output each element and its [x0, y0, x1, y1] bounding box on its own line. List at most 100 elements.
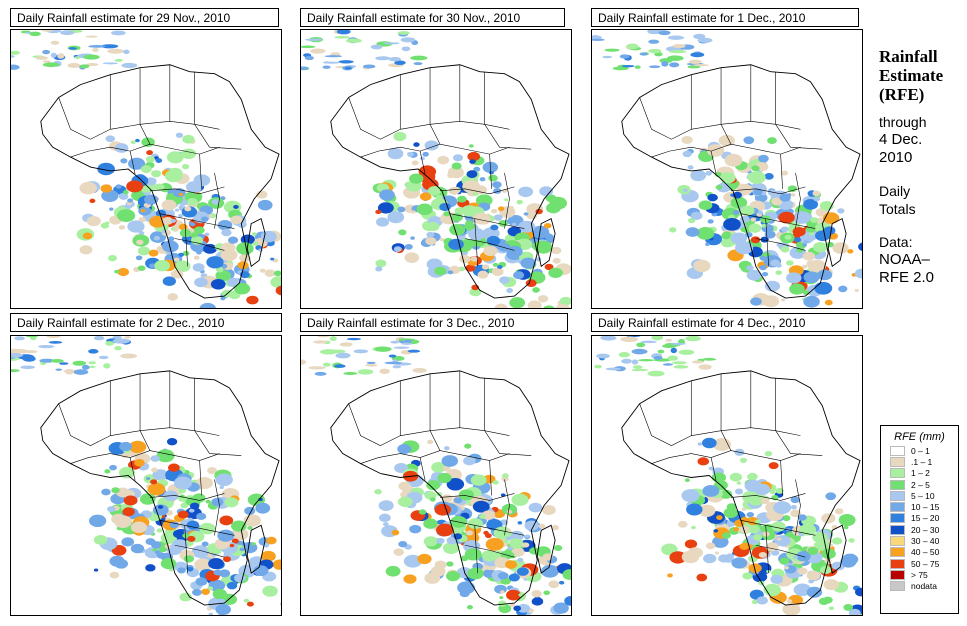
rain-blob [753, 534, 763, 541]
rain-blob [154, 550, 161, 555]
rain-blob [771, 549, 780, 556]
rain-blob [517, 557, 524, 563]
rain-blob [524, 534, 530, 538]
country-border [348, 403, 510, 446]
rain-blob [707, 193, 718, 202]
rain-blob [194, 277, 208, 288]
rainfall-map-4 [10, 335, 282, 616]
legend-title: RFE (mm) [894, 431, 945, 443]
rain-blob [509, 538, 524, 549]
rain-blob [463, 456, 476, 466]
country-border [58, 97, 220, 140]
rain-blob [207, 467, 218, 475]
rain-blob [425, 237, 437, 246]
rain-blob [273, 270, 281, 277]
rain-blob [42, 60, 51, 63]
rain-blob [42, 62, 60, 68]
rain-blob [701, 437, 717, 449]
rain-blob [596, 353, 610, 359]
rain-blob [446, 477, 465, 491]
legend-label: 0 – 1 [911, 445, 930, 456]
rain-blob [11, 55, 15, 58]
legend-row: 1 – 2 [890, 468, 958, 479]
rain-blob [375, 209, 382, 215]
rain-blob [74, 56, 81, 60]
rain-blob [385, 565, 401, 577]
rain-blob [828, 606, 835, 611]
rain-blob [392, 365, 402, 369]
rain-blob [474, 185, 488, 195]
rain-blob [156, 449, 175, 463]
rain-blob [497, 571, 509, 580]
rain-blob [481, 264, 490, 270]
legend-row: 20 – 30 [890, 524, 958, 535]
rain-blob [390, 340, 400, 344]
rain-blob [20, 365, 36, 370]
rain-blob [648, 48, 662, 54]
rain-blob [647, 370, 665, 377]
rain-blob [393, 346, 410, 349]
rain-blob [521, 542, 530, 548]
rain-blob [831, 537, 843, 545]
legend-swatch [890, 490, 905, 501]
rain-blob [665, 338, 672, 342]
legend-label: 2 – 5 [911, 479, 930, 490]
rain-blob [843, 603, 854, 611]
rain-blob [335, 352, 351, 359]
rain-blob [723, 218, 741, 231]
rain-blob [631, 348, 648, 355]
rain-blob [789, 283, 805, 295]
rain-blob [246, 295, 259, 305]
rain-blob [247, 526, 253, 530]
rain-blob [750, 217, 757, 222]
rain-blob [473, 212, 490, 225]
rain-blob [329, 336, 337, 342]
rain-blob [251, 232, 257, 236]
rain-blob [686, 503, 703, 516]
rain-blob [702, 484, 720, 497]
rain-blob [812, 531, 828, 543]
rain-blob [105, 221, 110, 225]
rain-blob [170, 227, 176, 231]
legend-row: .1 – 1 [890, 456, 958, 467]
rain-blob [417, 553, 432, 565]
rain-blob [775, 270, 782, 275]
rain-blob [467, 151, 481, 162]
country-border [419, 151, 426, 175]
rain-blob [818, 597, 830, 606]
rain-blob [130, 521, 147, 534]
africa-coastline [330, 370, 570, 606]
rain-blob [730, 232, 748, 245]
rain-blob [729, 472, 742, 482]
rain-blob [667, 355, 679, 361]
rain-blob [379, 189, 395, 201]
rain-blob [87, 365, 96, 368]
rain-blob [790, 509, 801, 518]
rain-blob [322, 362, 331, 367]
rain-blob [220, 248, 238, 262]
rain-blob [118, 192, 129, 200]
panel-title-2: Daily Rainfall estimate for 30 Nov., 201… [300, 8, 565, 27]
rain-blob [310, 48, 326, 54]
rain-blob [201, 588, 210, 595]
rain-blob [345, 38, 362, 43]
rain-blob [854, 268, 862, 279]
country-border [139, 67, 151, 145]
rain-blob [182, 134, 195, 144]
rain-blob [522, 234, 529, 239]
side-title-line-2: Estimate [879, 66, 944, 85]
rain-blob [466, 605, 473, 610]
rain-blob [148, 249, 159, 257]
country-border [730, 186, 806, 195]
side-data-line-1: Data: [879, 234, 913, 250]
rain-blob [500, 493, 506, 497]
rain-blob [485, 533, 492, 539]
rain-blob [146, 150, 153, 156]
rain-blob [497, 600, 507, 607]
rain-blob [681, 550, 700, 564]
rain-blob [107, 254, 117, 262]
rain-blob [551, 524, 559, 531]
africa-coastline [330, 64, 570, 299]
rain-blob [491, 267, 504, 277]
rain-blob [621, 64, 635, 68]
